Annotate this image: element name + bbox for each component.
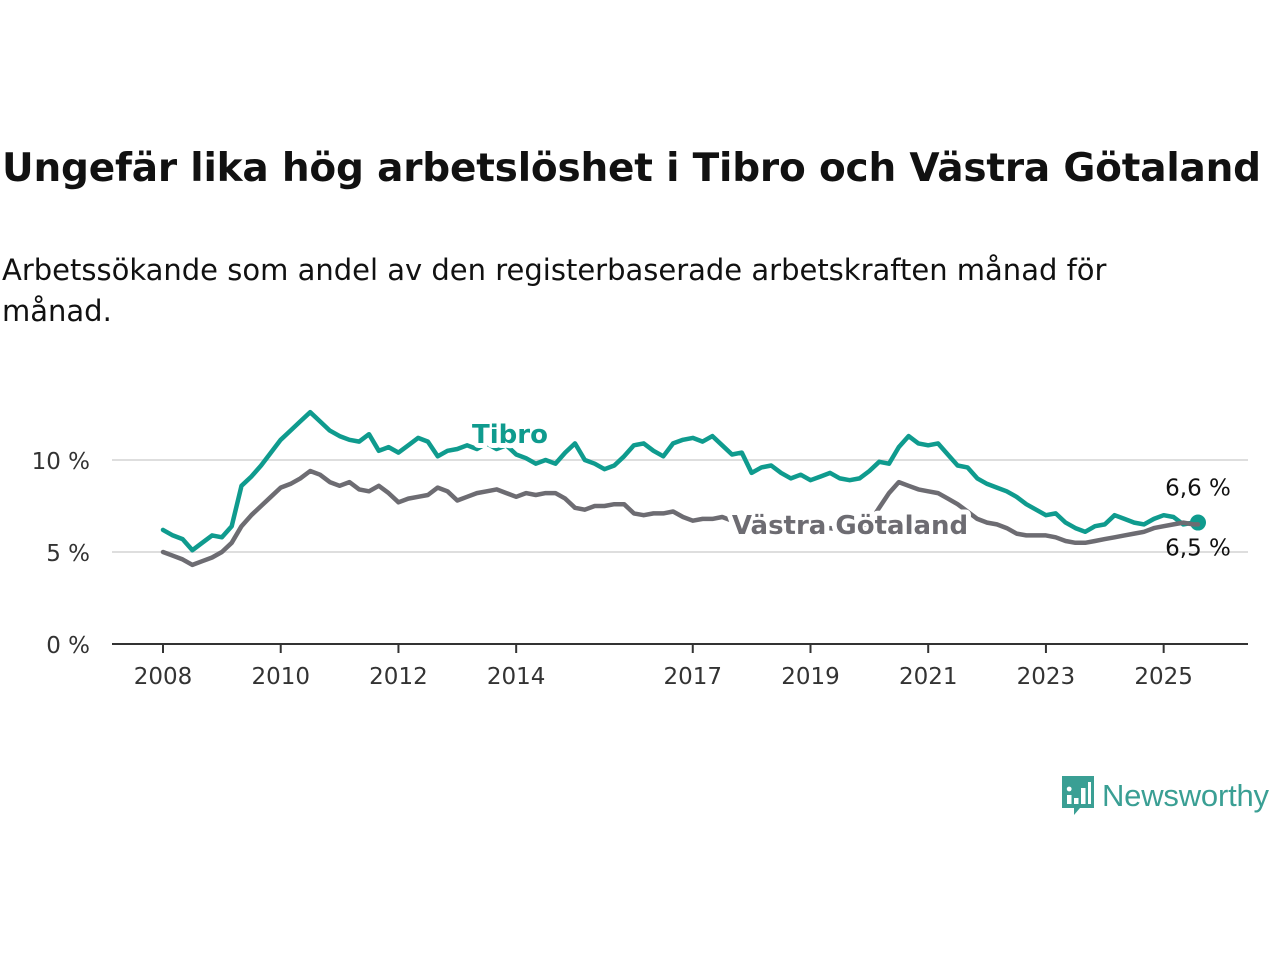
end-value-label: 6,5 %	[1165, 535, 1231, 561]
newsworthy-logo: Newsworthy	[1060, 774, 1269, 818]
y-tick-label: 5 %	[46, 541, 90, 567]
x-tick-label: 2008	[134, 664, 193, 690]
x-tick-label: 2010	[251, 664, 310, 690]
series-line	[160, 409, 1201, 553]
brand-name: Newsworthy	[1102, 778, 1269, 813]
series-line	[160, 468, 1201, 568]
bar-chart-speech-bubble-icon	[1062, 776, 1094, 815]
x-tick-label: 2023	[1017, 664, 1076, 690]
end-value-label: 6,6 %	[1165, 476, 1231, 502]
x-tick-label: 2014	[487, 664, 546, 690]
page-subtitle: Arbetssökande som andel av den registerb…	[2, 253, 1107, 328]
page-title: Ungefär lika hög arbetslöshet i Tibro oc…	[2, 146, 1261, 191]
series-tibro	[160, 409, 1206, 553]
x-tick-label: 2025	[1134, 664, 1193, 690]
line-chart: 0 %5 %10 % 2008 2010 2012 2014 2017 2019 2021 2…	[32, 409, 1248, 690]
series-vastra-gotaland	[160, 468, 1201, 568]
x-tick-label: 2019	[781, 664, 840, 690]
series-lines	[160, 409, 1206, 568]
x-tick-label: 2017	[663, 664, 722, 690]
x-tick-label: 2021	[899, 664, 958, 690]
y-axis-tick-labels: 0 % 5 % 10 %	[32, 449, 90, 659]
x-tick-label: 2012	[369, 664, 428, 690]
y-tick-label: 0 %	[46, 633, 90, 659]
x-axis: 2008 2010 2012 2014 2017 2019 2021 2023 2025	[112, 643, 1248, 690]
series-name-label: Västra Götaland	[732, 511, 968, 541]
series-name-label: Tibro	[472, 420, 548, 450]
grid-lines	[112, 459, 1248, 553]
y-tick-label: 10 %	[32, 449, 90, 475]
series-labels: 6,6 % Tibro 6,5 % Västra Götaland	[467, 415, 1231, 561]
